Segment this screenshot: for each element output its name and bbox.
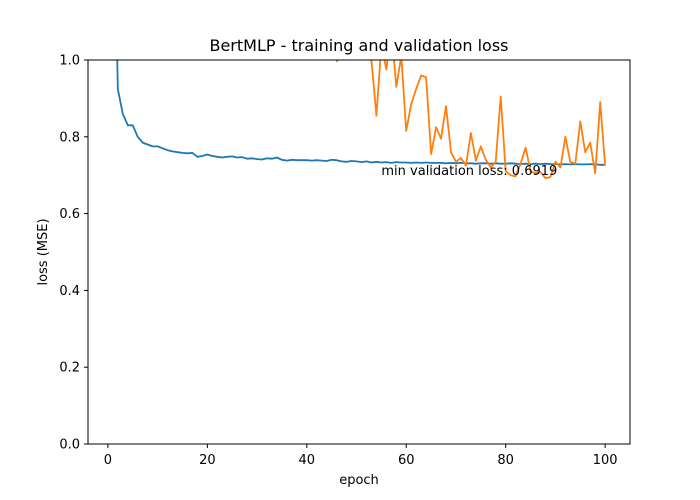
x-axis: 0 20 40 60 80 100	[104, 444, 618, 468]
y-tick-label: 0.2	[59, 361, 80, 376]
x-tick-label: 40	[299, 453, 316, 468]
x-tick-label: 20	[199, 453, 216, 468]
y-tick-label: 0.4	[59, 284, 80, 299]
validation-loss-line	[335, 60, 606, 180]
x-axis-label: epoch	[339, 473, 379, 488]
x-tick-label: 0	[104, 453, 112, 468]
x-tick-label: 100	[593, 453, 618, 468]
y-tick-label: 1.0	[59, 54, 80, 69]
x-tick-label: 60	[398, 453, 415, 468]
min-validation-annotation: min validation loss: 0.6919	[381, 164, 557, 179]
chart-title: BertMLP - training and validation loss	[209, 36, 508, 55]
y-axis-label: loss (MSE)	[36, 218, 51, 285]
plot-frame	[87, 59, 631, 445]
y-tick-label: 0.6	[59, 207, 80, 222]
y-tick-label: 0.0	[59, 438, 80, 453]
y-axis: 0.0 0.2 0.4 0.6 0.8 1.0	[59, 54, 88, 453]
y-tick-label: 0.8	[59, 130, 80, 145]
training-loss-line	[116, 60, 606, 166]
x-tick-label: 80	[497, 453, 514, 468]
series-layer	[116, 60, 606, 180]
